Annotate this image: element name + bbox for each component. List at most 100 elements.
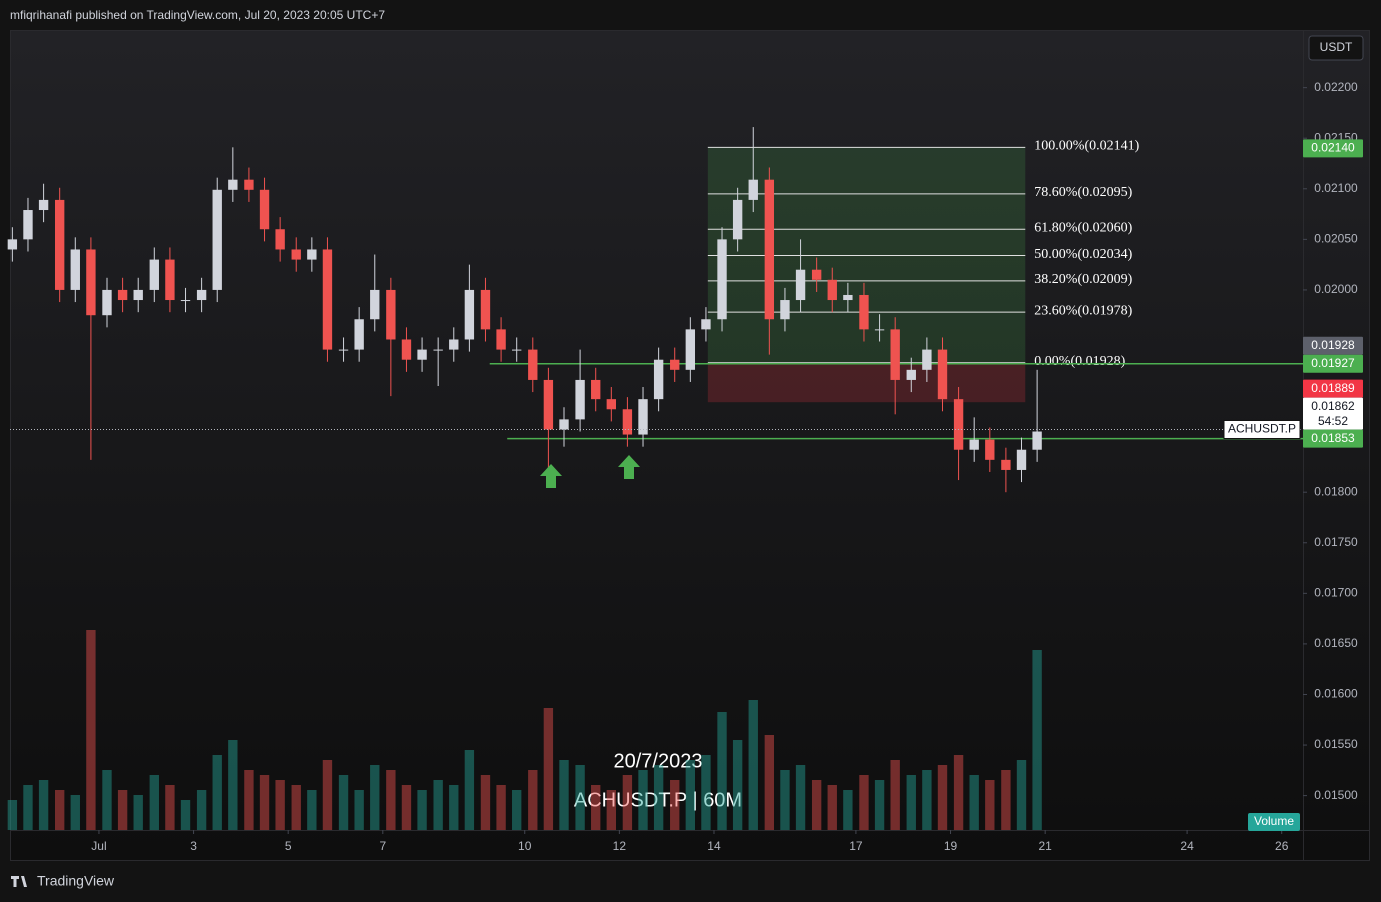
candle-body <box>180 300 191 302</box>
volume-bar <box>780 770 790 830</box>
volume-bar <box>180 800 191 830</box>
stop-zone <box>707 362 1026 403</box>
x-tick-label: 17 <box>849 839 863 853</box>
candle-body <box>38 199 49 211</box>
candle-body <box>937 349 948 400</box>
candle-body <box>670 359 680 370</box>
volume-bar <box>670 780 680 830</box>
volume-bar <box>228 740 238 830</box>
x-tick-label: 3 <box>190 839 197 853</box>
y-tick-label: 0.02200 <box>1314 80 1358 94</box>
arrow-up <box>540 464 562 488</box>
volume-bar <box>1032 650 1042 830</box>
volume-bar <box>748 700 758 830</box>
watermark: 20/7/2023 ACHUSDT.P | 60M <box>574 750 742 811</box>
price-label: 0.01862 <box>1311 399 1355 413</box>
volume-bar <box>969 775 979 830</box>
y-tick-label: 0.01500 <box>1314 788 1358 802</box>
currency-button[interactable] <box>1308 35 1364 61</box>
volume-bar <box>528 770 538 830</box>
volume-bar <box>575 765 585 830</box>
x-tick-label: 14 <box>707 839 721 853</box>
fib-label: 100.00%(0.02141) <box>1034 139 1139 154</box>
candle-body <box>275 229 285 250</box>
volume-bar <box>464 750 475 830</box>
price-label: 0.01928 <box>1311 338 1355 352</box>
candle-body <box>685 329 696 370</box>
volume-bar <box>543 708 554 830</box>
volume-bar <box>859 775 869 830</box>
candle-body <box>622 409 633 435</box>
volume-bar <box>559 760 569 830</box>
candle-body <box>464 289 475 340</box>
candle-body <box>259 189 270 230</box>
fib-label: 38.20%(0.02009) <box>1034 272 1132 287</box>
y-tick-label: 0.01550 <box>1314 737 1358 751</box>
volume-bar <box>149 775 159 830</box>
candle-body <box>23 210 33 240</box>
fib-label: 23.60%(0.01978) <box>1034 303 1132 318</box>
x-tick-label: 19 <box>944 839 958 853</box>
volume-bar <box>732 740 743 830</box>
x-tick-label: 24 <box>1180 839 1194 853</box>
volume-bar <box>512 790 522 830</box>
candle-body <box>165 259 175 301</box>
candle-body <box>874 329 885 331</box>
candle-body <box>354 319 364 350</box>
volume-bar <box>496 785 506 830</box>
volume-bar <box>338 775 349 830</box>
volume-bar <box>54 790 65 830</box>
volume-bar <box>622 775 633 830</box>
volume-bar <box>433 780 443 830</box>
axis-layer: 0.022000.021500.021000.020500.020000.019… <box>10 80 1363 853</box>
candle-body <box>496 329 506 350</box>
volume-bar <box>449 785 459 830</box>
volume-bar <box>591 785 601 830</box>
watermark-date: 20/7/2023 <box>614 750 703 772</box>
y-tick-label: 0.02100 <box>1314 181 1358 195</box>
arrow-up <box>618 455 640 479</box>
volume-bar <box>259 775 270 830</box>
candle-body <box>433 349 443 351</box>
volume-bar <box>417 790 427 830</box>
candle-body <box>449 339 459 350</box>
volume-bar <box>23 785 33 830</box>
candle-body <box>811 269 822 280</box>
fib-label: 0.00%(0.01928) <box>1034 354 1125 369</box>
volume-bar <box>1016 760 1027 830</box>
volume-bar <box>165 785 175 830</box>
candle-body <box>843 294 853 301</box>
candle-body <box>480 289 491 330</box>
volume-bar <box>1001 770 1011 830</box>
candle-body <box>54 199 65 290</box>
x-tick-label: 5 <box>285 839 292 853</box>
candle-body <box>307 249 317 260</box>
volume-bar <box>244 770 254 830</box>
price-label-box <box>1303 336 1363 355</box>
volume-bar <box>827 785 837 830</box>
volume-bar <box>291 785 301 830</box>
price-label: 0.02140 <box>1311 141 1355 155</box>
currency[interactable]: USDT <box>1320 40 1353 54</box>
volume-bar <box>102 770 112 830</box>
volume-bar <box>7 800 18 830</box>
volume-bar <box>811 780 822 830</box>
x-tick-label: 26 <box>1275 839 1289 853</box>
volume-bar <box>322 760 333 830</box>
volume-bar <box>370 765 380 830</box>
candle-body <box>291 249 301 260</box>
volume-bar <box>133 795 143 830</box>
volume-bar <box>685 760 696 830</box>
y-tick-label: 0.02050 <box>1314 232 1358 246</box>
volume-bar <box>212 755 222 830</box>
candle-body <box>906 369 916 380</box>
price-label: 0.01889 <box>1311 381 1355 395</box>
y-tick-label: 0.01750 <box>1314 535 1358 549</box>
candle-layer <box>7 127 1042 493</box>
price-label-box <box>1303 139 1363 158</box>
volume-bar <box>386 770 396 830</box>
candle-body <box>1001 459 1011 470</box>
volume-bar <box>307 790 317 830</box>
countdown: 54:52 <box>1318 414 1348 428</box>
